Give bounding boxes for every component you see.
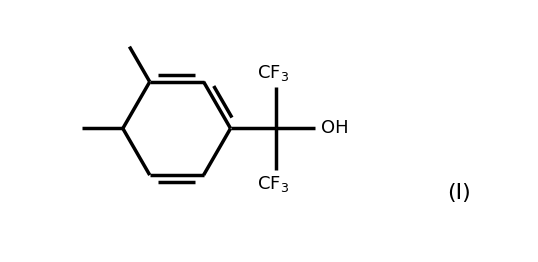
Text: (Ⅰ): (Ⅰ) <box>447 183 471 203</box>
Text: OH: OH <box>321 119 348 138</box>
Text: CF$_3$: CF$_3$ <box>257 63 289 83</box>
Text: CF$_3$: CF$_3$ <box>257 174 289 194</box>
